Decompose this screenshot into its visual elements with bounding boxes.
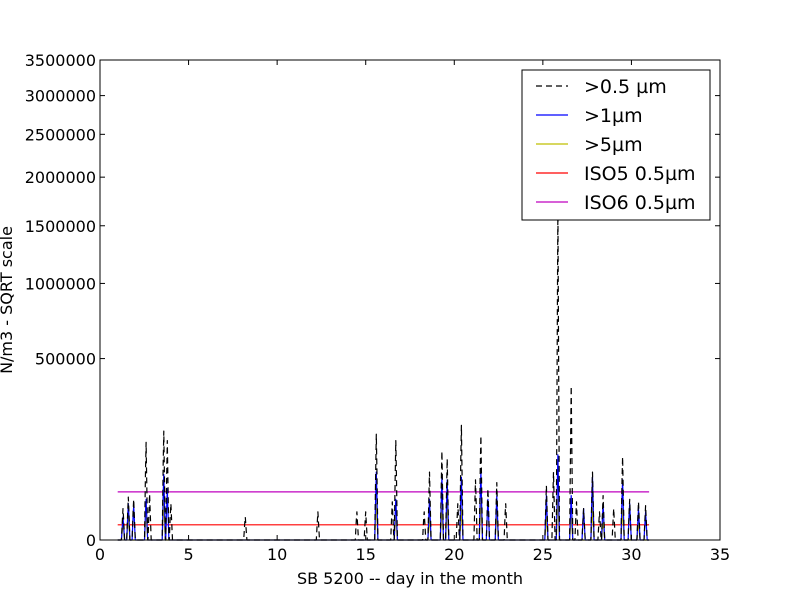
plot-frame bbox=[99, 59, 721, 541]
legend-label: >1µm bbox=[584, 105, 643, 127]
x-axis: 0 5 10 15 20 25 30 35 bbox=[95, 60, 730, 564]
y-tick-label: 1000000 bbox=[25, 274, 96, 293]
x-tick-label: 0 bbox=[95, 545, 105, 564]
legend: >0.5 µm >1µm >5µm ISO5 0.5µm ISO6 0.5µm bbox=[521, 69, 711, 221]
y-tick-label: 1500000 bbox=[25, 217, 96, 236]
x-tick-label: 25 bbox=[533, 545, 553, 564]
legend-label: ISO5 0.5µm bbox=[584, 163, 696, 185]
y-tick-label: 3000000 bbox=[25, 87, 96, 106]
x-axis-title: SB 5200 -- day in the month bbox=[297, 569, 523, 588]
x-tick-label: 30 bbox=[621, 545, 641, 564]
y-tick-label: 500000 bbox=[35, 350, 96, 369]
x-tick-label: 35 bbox=[710, 545, 730, 564]
legend-label: >5µm bbox=[584, 134, 643, 156]
legend-label: ISO6 0.5µm bbox=[584, 192, 696, 214]
y-axis: 0 500000 1000000 1500000 2000000 2500000 30000… bbox=[25, 51, 720, 550]
legend-label: >0.5 µm bbox=[584, 76, 667, 98]
y-tick-label: 2500000 bbox=[25, 125, 96, 144]
x-tick-label: 15 bbox=[356, 545, 376, 564]
y-tick-label: 2000000 bbox=[25, 168, 96, 187]
x-tick-label: 20 bbox=[444, 545, 464, 564]
x-tick-label: 10 bbox=[267, 545, 287, 564]
y-tick-label: 0 bbox=[86, 531, 96, 550]
legend-box bbox=[521, 69, 711, 221]
y-tick-label: 3500000 bbox=[25, 51, 96, 70]
y-axis-title: N/m3 - SQRT scale bbox=[0, 226, 16, 374]
x-tick-label: 5 bbox=[183, 545, 193, 564]
